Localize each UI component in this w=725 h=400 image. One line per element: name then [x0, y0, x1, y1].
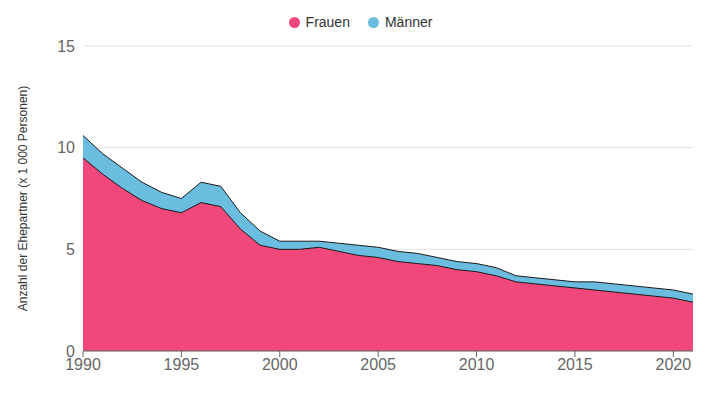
svg-text:2000: 2000 — [262, 356, 298, 373]
svg-text:2020: 2020 — [656, 356, 692, 373]
html-text:Frauen: Frauen — [305, 14, 350, 30]
svg-text:5: 5 — [66, 241, 75, 258]
svg-text:1990: 1990 — [65, 356, 101, 374]
svg-text:15: 15 — [57, 38, 75, 55]
html-text:Männer: Männer — [384, 14, 433, 30]
svg-text:2005: 2005 — [360, 356, 396, 373]
svg-text:0: 0 — [66, 343, 75, 360]
svg-text:1995: 1995 — [164, 356, 200, 373]
svg-text:Anzahl der Ehepartner (x 1 000: Anzahl der Ehepartner (x 1 000 Personen) — [16, 86, 30, 311]
svg-text:2010: 2010 — [459, 356, 495, 373]
svg-text:10: 10 — [57, 139, 75, 156]
svg-text:2015: 2015 — [557, 356, 593, 373]
